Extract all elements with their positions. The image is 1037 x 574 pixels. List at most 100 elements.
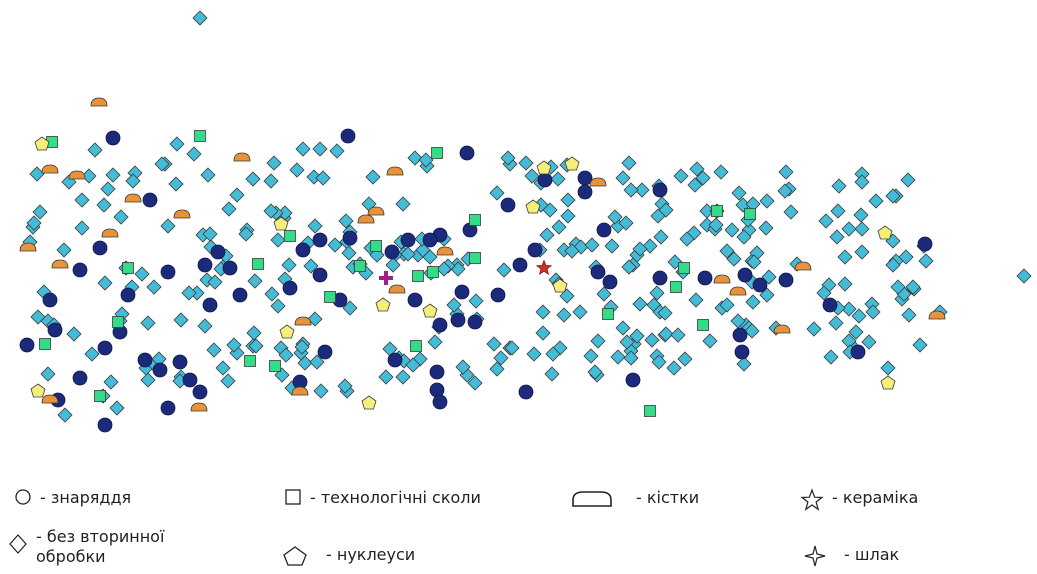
no-retouch-marker: [1016, 268, 1032, 284]
tool-marker: [407, 292, 423, 308]
flake-marker: [427, 266, 439, 278]
core-marker: [34, 136, 50, 151]
no-retouch-marker: [84, 346, 100, 362]
no-retouch-marker: [113, 209, 129, 225]
tool-marker: [652, 270, 668, 286]
bone-marker: [190, 402, 208, 412]
no-retouch-marker: [556, 307, 572, 323]
no-retouch-marker: [621, 259, 637, 275]
no-retouch-marker: [560, 192, 576, 208]
no-retouch-marker: [619, 334, 635, 350]
no-retouch-marker: [583, 348, 599, 364]
star-outline-icon: [800, 488, 824, 511]
no-retouch-marker: [535, 325, 551, 341]
bone-marker: [794, 261, 812, 271]
no-retouch-marker: [724, 222, 740, 238]
tool-marker: [400, 232, 416, 248]
tool-marker: [602, 274, 618, 290]
no-retouch-marker: [708, 217, 724, 233]
dome-outline-icon: [572, 491, 612, 507]
legend-tools: - знаряддя: [14, 488, 131, 508]
flake-marker: [284, 230, 296, 242]
no-retouch-marker: [140, 315, 156, 331]
no-retouch-marker: [823, 349, 839, 365]
no-retouch-marker: [673, 168, 689, 184]
core-marker: [361, 395, 377, 410]
no-retouch-marker: [66, 326, 82, 342]
no-retouch-marker: [719, 243, 735, 259]
no-retouch-marker: [831, 178, 847, 194]
no-retouch-marker: [295, 141, 311, 157]
no-retouch-marker: [337, 378, 353, 394]
no-retouch-marker: [853, 207, 869, 223]
tool-marker: [295, 242, 311, 258]
tool-marker: [577, 170, 593, 186]
tool-marker: [450, 312, 466, 328]
no-retouch-marker: [270, 232, 286, 248]
bone-marker: [294, 316, 312, 326]
tool-marker: [537, 172, 553, 188]
no-retouch-marker: [854, 244, 870, 260]
tool-marker: [697, 270, 713, 286]
tool-marker: [172, 354, 188, 370]
no-retouch-marker: [96, 197, 112, 213]
no-retouch-marker: [777, 183, 793, 199]
diamond-outline-icon: [9, 534, 27, 554]
no-retouch-marker: [278, 347, 294, 363]
no-retouch-marker: [160, 218, 176, 234]
no-retouch-marker: [486, 336, 502, 352]
no-retouch-marker: [338, 213, 354, 229]
no-retouch-marker: [246, 325, 262, 341]
no-retouch-marker: [238, 226, 254, 242]
bone-marker: [928, 310, 946, 320]
no-retouch-marker: [263, 173, 279, 189]
no-retouch-marker: [197, 318, 213, 334]
no-retouch-marker: [245, 171, 261, 187]
no-retouch-marker: [146, 279, 162, 295]
no-retouch-marker: [744, 323, 760, 339]
bone-marker: [388, 284, 406, 294]
flake-marker: [602, 308, 614, 320]
no-retouch-marker: [632, 241, 648, 257]
tool-marker: [232, 287, 248, 303]
no-retouch-marker: [313, 383, 329, 399]
no-retouch-marker: [623, 350, 639, 366]
tool-marker: [822, 297, 838, 313]
no-retouch-marker: [851, 308, 867, 324]
no-retouch-marker: [206, 342, 222, 358]
no-retouch-marker: [221, 201, 237, 217]
no-retouch-marker: [829, 229, 845, 245]
tool-marker: [590, 264, 606, 280]
no-retouch-marker: [610, 349, 626, 365]
bone-marker: [589, 177, 607, 187]
no-retouch-marker: [695, 170, 711, 186]
find-distribution-plot: [19, 10, 1032, 433]
flake-marker: [469, 252, 481, 264]
no-retouch-marker: [644, 332, 660, 348]
tool-marker: [384, 244, 400, 260]
flake-marker: [252, 258, 264, 270]
no-retouch-marker: [342, 300, 358, 316]
no-retouch-marker: [341, 245, 357, 261]
no-retouch-marker: [778, 164, 794, 180]
no-retouch-marker: [97, 275, 113, 291]
no-retouch-marker: [828, 315, 844, 331]
no-retouch-marker: [405, 357, 421, 373]
no-retouch-marker: [496, 262, 512, 278]
tool-marker: [97, 340, 113, 356]
tool-marker: [19, 337, 35, 353]
tool-marker: [422, 232, 438, 248]
no-retouch-marker: [467, 375, 483, 391]
tool-marker: [210, 244, 226, 260]
no-retouch-marker: [248, 338, 264, 354]
no-retouch-marker: [653, 229, 669, 245]
flake-marker: [122, 262, 134, 274]
no-retouch-marker: [315, 170, 331, 186]
no-retouch-marker: [670, 327, 686, 343]
bone-marker: [173, 209, 191, 219]
no-retouch-marker: [818, 213, 834, 229]
no-retouch-marker: [493, 350, 509, 366]
no-retouch-marker: [207, 274, 223, 290]
no-retouch-marker: [865, 304, 881, 320]
no-retouch-marker: [658, 326, 674, 342]
